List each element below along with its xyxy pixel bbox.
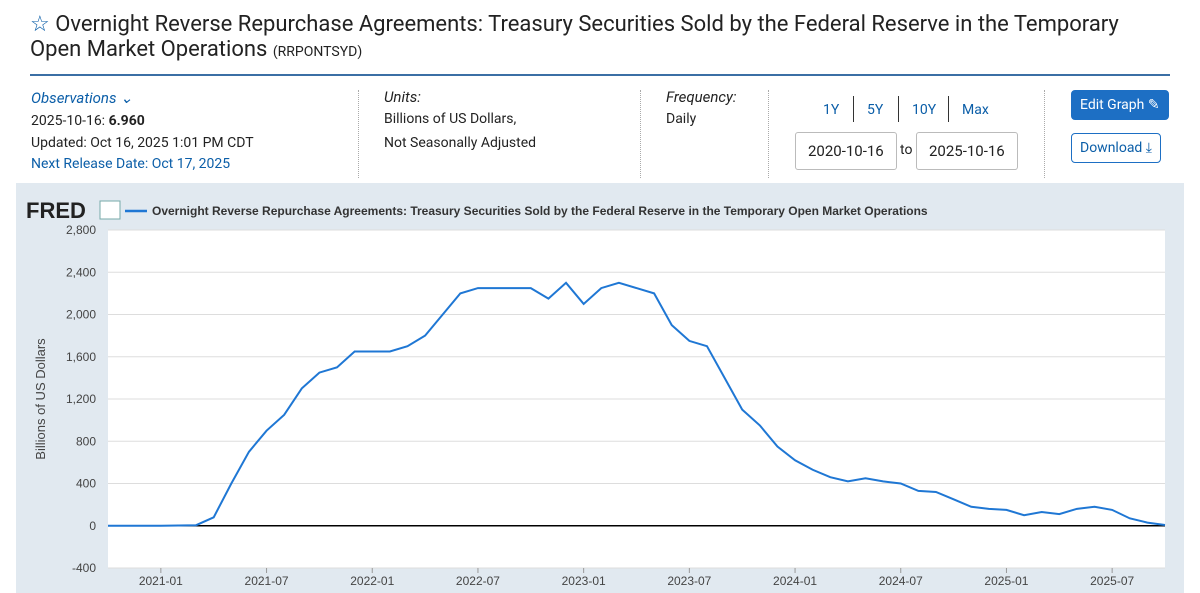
y-tick-label: 400: [76, 477, 96, 491]
y-axis-label: Billions of US Dollars: [33, 338, 48, 460]
data-line: [108, 281, 1166, 527]
separator: [358, 90, 359, 178]
frequency-label: Frequency:: [666, 88, 737, 106]
x-tick-label: 2024-07: [879, 574, 923, 588]
y-tick-label: 1,200: [66, 392, 96, 406]
range-button[interactable]: 10Y: [912, 102, 937, 118]
y-tick-label: 2,000: [66, 308, 96, 322]
units-label: Units:: [384, 88, 421, 106]
x-tick-label: 2025-07: [1090, 574, 1134, 588]
legend-label: Overnight Reverse Repurchase Agreements:…: [152, 204, 928, 218]
y-tick-label: 1,600: [66, 350, 96, 364]
y-tick-label: 800: [76, 434, 96, 448]
x-tick-label: 2023-01: [562, 574, 606, 588]
download-button[interactable]: Download ⤓: [1071, 133, 1161, 163]
units-line: Billions of US Dollars,: [384, 111, 517, 127]
separator: [768, 90, 769, 178]
range-button[interactable]: 1Y: [823, 102, 840, 118]
updated: Updated: Oct 16, 2025 1:01 PM CDT: [31, 135, 254, 151]
observation-value: 6.960: [108, 113, 145, 129]
x-tick-label: 2024-01: [773, 574, 817, 588]
y-tick-label: 2,400: [66, 265, 96, 279]
separator: [1044, 90, 1045, 178]
separator: [853, 96, 854, 122]
next-release: Next Release Date: Oct 17, 2025: [31, 156, 231, 172]
x-tick-label: 2022-01: [350, 574, 394, 588]
brand: FRED: [26, 198, 86, 223]
separator: [898, 96, 899, 122]
favorite-star[interactable]: ☆: [30, 12, 50, 37]
series-id: (RRPONTSYD): [272, 44, 363, 60]
x-tick-label: 2021-01: [139, 574, 183, 588]
divider: [30, 74, 1170, 76]
range-button[interactable]: Max: [962, 102, 989, 118]
y-tick-label: 0: [89, 519, 96, 533]
y-tick-label: -400: [72, 561, 96, 575]
observation-date: 2025-10-16:: [31, 113, 106, 129]
frequency-value: Daily: [666, 111, 697, 127]
units-line: Not Seasonally Adjusted: [384, 135, 537, 151]
x-tick-label: 2025-01: [984, 574, 1028, 588]
y-tick-label: 2,800: [66, 223, 96, 237]
date-to[interactable]: 2025-10-16: [916, 132, 1018, 170]
observation: 2025-10-16: 6.960: [31, 113, 145, 129]
range-button[interactable]: 5Y: [867, 102, 884, 118]
x-tick-label: 2022-07: [456, 574, 500, 588]
separator: [948, 96, 949, 122]
button-label: Download: [1080, 140, 1143, 156]
x-tick-label: 2021-07: [245, 574, 289, 588]
to-label: to: [900, 142, 913, 158]
button-label: Edit Graph: [1080, 97, 1145, 113]
edit-graph-button[interactable]: Edit Graph ✎: [1071, 90, 1169, 120]
title-block: ☆ Overnight Reverse Repurchase Agreement…: [30, 12, 1170, 65]
chart: FRED Overnight Reverse Repurchase Agreem…: [16, 183, 1184, 593]
observations-label: Observations: [31, 89, 117, 107]
separator: [640, 90, 641, 178]
page-title: Overnight Reverse Repurchase Agreements:…: [30, 12, 1119, 62]
date-from[interactable]: 2020-10-16: [795, 132, 897, 170]
brand-icon: [99, 200, 121, 220]
observations-toggle[interactable]: Observations ⌄: [31, 89, 133, 107]
x-tick-label: 2023-07: [667, 574, 711, 588]
